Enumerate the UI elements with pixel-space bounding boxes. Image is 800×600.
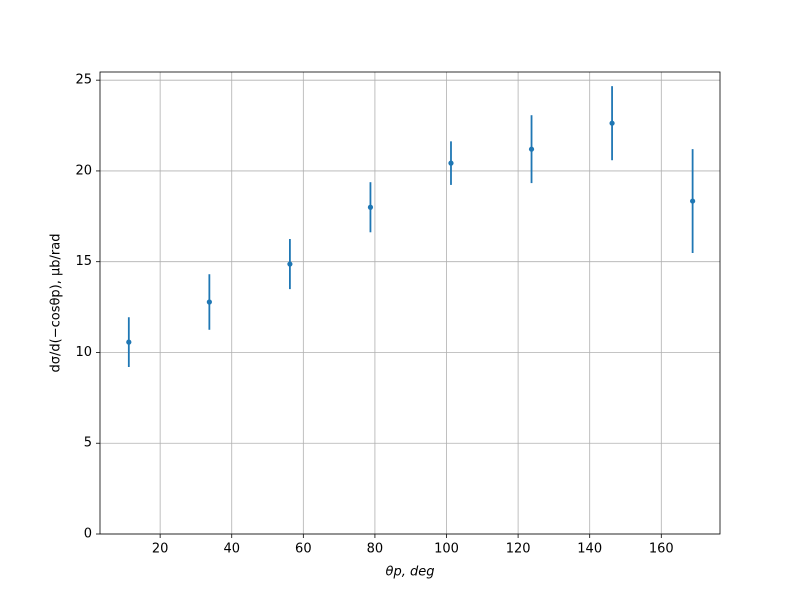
data-point <box>448 160 454 166</box>
y-tick-label: 0 <box>84 527 92 542</box>
data-point <box>609 120 615 126</box>
x-tick-label: 120 <box>506 542 531 557</box>
x-tick-label: 60 <box>295 542 312 557</box>
data-point <box>287 261 293 267</box>
data-point <box>126 339 132 345</box>
data-point <box>528 146 535 152</box>
y-tick-label: 15 <box>75 254 92 269</box>
y-tick-label: 20 <box>75 163 92 178</box>
plot-frame <box>99 71 721 535</box>
y-tick-label: 10 <box>75 345 92 360</box>
y-tick-label: 5 <box>84 436 92 451</box>
data-point <box>206 299 212 305</box>
y-tick-label: 25 <box>75 73 92 88</box>
x-tick-label: 80 <box>367 542 384 557</box>
x-tick-label: 20 <box>152 542 169 557</box>
data-point <box>367 204 374 210</box>
x-tick-label: 100 <box>434 542 459 557</box>
x-tick-label: 40 <box>223 542 240 557</box>
x-tick-label: 140 <box>577 542 602 557</box>
x-axis-label: θp, deg <box>386 565 435 580</box>
x-tick-label: 160 <box>649 542 674 557</box>
data-point <box>690 198 696 204</box>
y-axis-label: dσ/d(−cosθp), μb/rad <box>49 234 64 373</box>
